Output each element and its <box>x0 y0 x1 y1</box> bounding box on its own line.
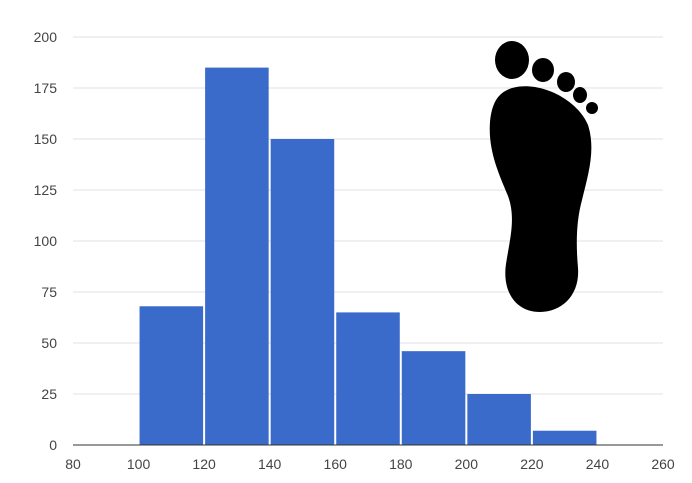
x-axis-tick-labels: 80 100 120 140 160 180 200 220 240 260 <box>65 456 675 472</box>
x-tick-label: 160 <box>324 456 348 472</box>
y-tick-label: 50 <box>41 335 57 351</box>
histogram-bar <box>401 351 466 445</box>
third-toe <box>557 72 575 92</box>
big-toe <box>495 41 529 79</box>
fourth-toe <box>573 87 587 103</box>
footprint-icon <box>489 41 598 313</box>
y-tick-label: 200 <box>34 29 58 45</box>
y-tick-label: 175 <box>34 80 58 96</box>
x-tick-label: 80 <box>65 456 81 472</box>
histogram-bar <box>467 394 531 445</box>
y-tick-label: 125 <box>34 182 58 198</box>
y-tick-label: 75 <box>41 284 57 300</box>
histogram-bar <box>270 139 335 445</box>
x-tick-label: 100 <box>127 456 151 472</box>
y-axis-tick-labels: 0 25 50 75 100 125 150 175 200 <box>34 29 58 453</box>
histogram-bar <box>336 312 400 445</box>
x-tick-label: 180 <box>389 456 413 472</box>
second-toe <box>532 58 554 82</box>
x-tick-label: 200 <box>455 456 479 472</box>
bars <box>73 67 663 446</box>
y-tick-label: 25 <box>41 386 57 402</box>
x-tick-label: 120 <box>192 456 216 472</box>
x-tick-label: 240 <box>586 456 610 472</box>
y-tick-label: 0 <box>49 437 57 453</box>
sole <box>489 86 592 313</box>
x-tick-label: 140 <box>258 456 282 472</box>
y-tick-label: 150 <box>34 131 58 147</box>
y-tick-label: 100 <box>34 233 58 249</box>
histogram-bar <box>205 67 269 445</box>
x-tick-label: 220 <box>520 456 544 472</box>
x-tick-label: 260 <box>651 456 675 472</box>
histogram-bar <box>532 430 597 445</box>
little-toe <box>586 102 598 114</box>
histogram-bar <box>139 306 204 445</box>
